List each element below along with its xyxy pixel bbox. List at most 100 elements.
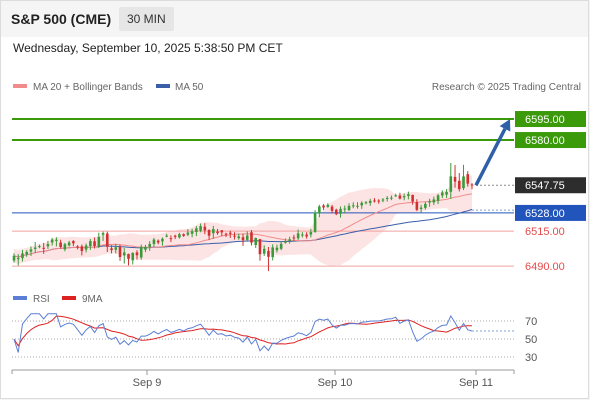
candle-body (148, 244, 152, 247)
candle (173, 234, 177, 240)
candle-body (373, 200, 376, 202)
candle-body (199, 226, 202, 231)
main-legend: MA 20 + Bollinger Bands MA 50 Research ©… (13, 82, 581, 93)
rsi-line (13, 313, 473, 353)
candle-body (267, 250, 270, 257)
candle (449, 163, 453, 199)
candle-body (250, 232, 253, 243)
candle (381, 198, 385, 203)
candle-body (441, 192, 444, 196)
candle (216, 228, 219, 235)
candle (178, 232, 181, 239)
candle-body (33, 247, 37, 249)
candle-body (343, 208, 347, 210)
candle (258, 238, 262, 261)
candle (16, 254, 20, 266)
candle-body (59, 242, 62, 247)
candle-body (436, 195, 440, 201)
candle-body (156, 240, 160, 243)
candle (118, 244, 122, 261)
candle (330, 204, 334, 214)
candle (156, 239, 160, 245)
level-6580-00-tag-bg (515, 132, 586, 149)
candle (186, 229, 190, 237)
header-bar: S&P 500 (CME) 30 MIN (1, 1, 588, 37)
rsi-legend-label: RSI (33, 294, 50, 305)
candle-body (313, 212, 317, 232)
candle-body (55, 239, 58, 241)
candle (139, 244, 143, 260)
candle (38, 244, 41, 249)
candle-body (402, 196, 406, 198)
candle (67, 240, 71, 247)
rsi-ma-legend-swatch (62, 296, 76, 300)
candle (199, 223, 202, 233)
candle (127, 253, 130, 266)
ma50-legend-label: MA 50 (175, 82, 204, 93)
candle (80, 244, 84, 256)
candle (318, 204, 321, 218)
candle (441, 190, 444, 199)
candle (89, 238, 92, 250)
rsi-legend: RSI 9MA (13, 294, 103, 305)
candle-body (385, 197, 389, 199)
level-6547-75-tag-label: 6547.75 (525, 180, 565, 192)
candle (343, 205, 347, 214)
candle (309, 228, 313, 238)
candle-body (228, 232, 232, 234)
candle (84, 243, 88, 253)
candle-body (407, 194, 410, 196)
candle-body (89, 241, 92, 246)
candle-body (12, 255, 16, 261)
rsi-level-label: 70 (525, 316, 537, 328)
candle (360, 201, 364, 209)
candle-body (360, 202, 364, 206)
candle-body (63, 244, 67, 250)
candle (21, 249, 24, 262)
ma50-legend-swatch (156, 84, 170, 88)
candle (292, 234, 296, 241)
candle (313, 210, 317, 233)
level-6547-75-tag-bg (515, 177, 586, 194)
forecast-arrow-head (499, 119, 511, 132)
candle (55, 237, 58, 247)
candle (212, 225, 215, 239)
candle-body (411, 194, 414, 202)
bollinger-band-layer (14, 175, 472, 266)
candle (445, 189, 448, 198)
candle (267, 246, 270, 272)
candle (305, 232, 308, 239)
candle (72, 240, 75, 246)
candle (114, 243, 118, 254)
candle (415, 199, 419, 212)
candle (46, 240, 50, 249)
candle (224, 232, 228, 238)
rsi-ma-legend-label: 9MA (82, 294, 103, 305)
candle (190, 228, 194, 238)
candle-body (144, 246, 147, 250)
ma20-legend-label: MA 20 + Bollinger Bands (33, 82, 143, 93)
level-6595-00-tag-bg (515, 111, 586, 128)
candle-body (288, 239, 291, 241)
candle-body (432, 199, 436, 203)
candle-body (178, 234, 181, 238)
candle (271, 244, 274, 261)
instrument-title: S&P 500 (CME) (11, 11, 112, 27)
candle-body (233, 235, 236, 237)
candle (402, 193, 406, 201)
level-6528-00-tag-label: 6528.00 (525, 208, 565, 220)
candle-body (462, 176, 465, 189)
candle-body (275, 247, 279, 251)
candle-body (466, 174, 470, 184)
candle (182, 233, 185, 237)
level-6580-00-tag-label: 6580.00 (525, 135, 565, 147)
candle-body (322, 205, 325, 208)
candle-body (381, 199, 385, 201)
candle-body (296, 233, 300, 239)
candle (284, 238, 287, 244)
candle-body (428, 201, 431, 203)
candle-body (212, 229, 215, 234)
candle-body (424, 203, 427, 208)
timeframe-badge[interactable]: 30 MIN (119, 7, 174, 31)
candle-body (398, 195, 402, 199)
